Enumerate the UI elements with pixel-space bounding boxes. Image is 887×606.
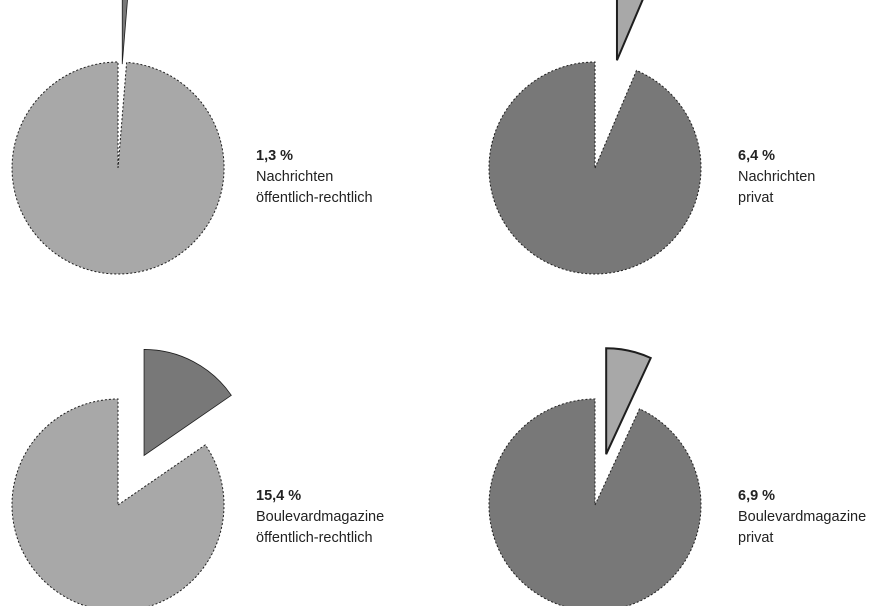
pie-exploded-slice <box>615 0 644 61</box>
pie-category-line-1: Nachrichten <box>738 169 816 185</box>
pie-chart-nachrichten-oeffentlich <box>11 0 225 275</box>
pie-rest-slice <box>11 398 225 606</box>
pie-label-nachrichten-privat: 6,4 % Nachrichten privat <box>738 146 815 209</box>
pie-value-label: 15,4 % <box>256 488 302 504</box>
pie-value-label: 6,4 % <box>738 148 776 164</box>
pie-exploded-slice <box>605 347 653 455</box>
pie-label-nachrichten-oeffentlich: 1,3 % Nachrichten öffentlich-rechtlich <box>256 146 373 209</box>
pie-value-label: 1,3 % <box>256 148 294 164</box>
pie-panel-boulevard-oeffentlich: 15,4 % Boulevardmagazine öffentlich-rech… <box>0 300 420 606</box>
pie-chart-boulevard-privat <box>488 347 702 606</box>
pie-exploded-slice <box>143 349 232 457</box>
pie-rest-slice <box>11 61 225 275</box>
pie-label-boulevard-oeffentlich: 15,4 % Boulevardmagazine öffentlich-rech… <box>256 486 384 549</box>
pie-exploded-slice <box>121 0 128 65</box>
pie-label-boulevard-privat: 6,9 % Boulevardmagazine privat <box>738 486 866 549</box>
pie-chart-nachrichten-privat <box>488 0 702 275</box>
pie-rest-slice <box>488 398 702 606</box>
pie-panel-boulevard-privat: 6,9 % Boulevardmagazine privat <box>484 300 887 606</box>
pie-category-line-2: öffentlich-rechtlich <box>256 530 373 546</box>
pie-panel-nachrichten-privat: 6,4 % Nachrichten privat <box>484 0 887 300</box>
pie-value-label: 6,9 % <box>738 488 776 504</box>
pie-category-line-2: privat <box>738 190 774 206</box>
pie-category-line-1: Nachrichten <box>256 169 334 185</box>
pie-category-line-1: Boulevardmagazine <box>738 509 867 525</box>
pie-category-line-2: privat <box>738 530 774 546</box>
pie-chart-boulevard-oeffentlich <box>11 349 232 606</box>
pie-category-line-2: öffentlich-rechtlich <box>256 190 373 206</box>
pie-rest-slice <box>488 61 702 275</box>
pie-category-line-1: Boulevardmagazine <box>256 509 385 525</box>
pie-panel-nachrichten-oeffentlich: 1,3 % Nachrichten öffentlich-rechtlich <box>0 0 420 300</box>
